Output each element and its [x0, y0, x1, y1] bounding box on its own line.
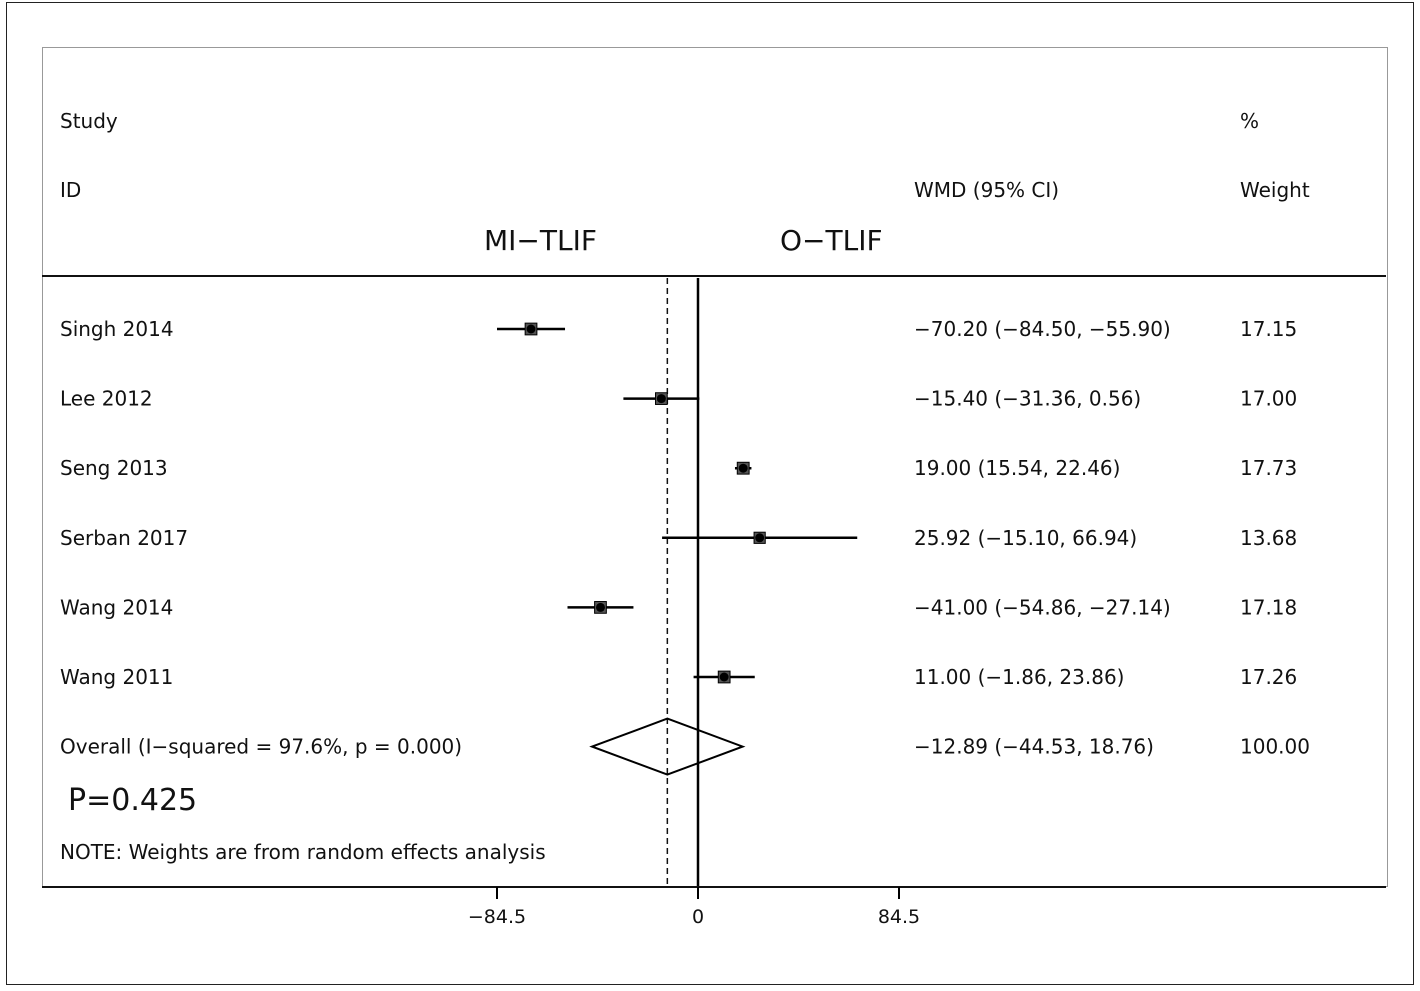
- overall-diamond: [589, 717, 746, 776]
- effect-ci-text: 19.00 (15.54, 22.46): [914, 456, 1120, 480]
- study-header: Study: [60, 109, 118, 133]
- x-tick-label: −84.5: [468, 906, 526, 928]
- favours-left-label: MI−TLIF: [484, 224, 597, 257]
- point-estimate: [595, 602, 605, 612]
- overall-weight-text: 100.00: [1240, 735, 1310, 759]
- figure-frame: [6, 2, 1414, 985]
- percent-header: %: [1240, 109, 1259, 133]
- favours-right-label: O−TLIF: [780, 224, 883, 257]
- effect-ci-text: −15.40 (−31.36, 0.56): [914, 387, 1141, 411]
- effect-ci-text: −41.00 (−54.86, −27.14): [914, 595, 1171, 619]
- p-value-label: P=0.425: [68, 783, 197, 818]
- point-estimate: [738, 463, 748, 473]
- weight-text: 17.26: [1240, 665, 1297, 689]
- weight-text: 17.73: [1240, 456, 1297, 480]
- point-estimate: [719, 672, 729, 682]
- x-tick-label: 84.5: [878, 906, 920, 928]
- point-estimate: [656, 394, 666, 404]
- study-label: Singh 2014: [60, 317, 174, 341]
- effect-header: WMD (95% CI): [914, 178, 1059, 202]
- study-label: Serban 2017: [60, 526, 188, 550]
- point-estimate: [755, 533, 765, 543]
- weight-header: Weight: [1240, 178, 1310, 202]
- weight-text: 17.00: [1240, 387, 1297, 411]
- x-tick-label: 0: [692, 906, 704, 928]
- study-label: Seng 2013: [60, 456, 168, 480]
- weight-text: 17.15: [1240, 317, 1297, 341]
- effect-ci-text: 11.00 (−1.86, 23.86): [914, 665, 1124, 689]
- effect-ci-text: −70.20 (−84.50, −55.90): [914, 317, 1171, 341]
- overall-label: Overall (I−squared = 97.6%, p = 0.000): [60, 735, 462, 759]
- id-header: ID: [60, 178, 81, 202]
- point-estimate: [526, 324, 536, 334]
- study-label: Lee 2012: [60, 387, 153, 411]
- weight-text: 17.18: [1240, 595, 1297, 619]
- study-label: Wang 2011: [60, 665, 173, 689]
- effect-ci-text: 25.92 (−15.10, 66.94): [914, 526, 1137, 550]
- weights-note: NOTE: Weights are from random effects an…: [60, 840, 546, 864]
- study-label: Wang 2014: [60, 595, 173, 619]
- overall-ci-text: −12.89 (−44.53, 18.76): [914, 735, 1154, 759]
- weight-text: 13.68: [1240, 526, 1297, 550]
